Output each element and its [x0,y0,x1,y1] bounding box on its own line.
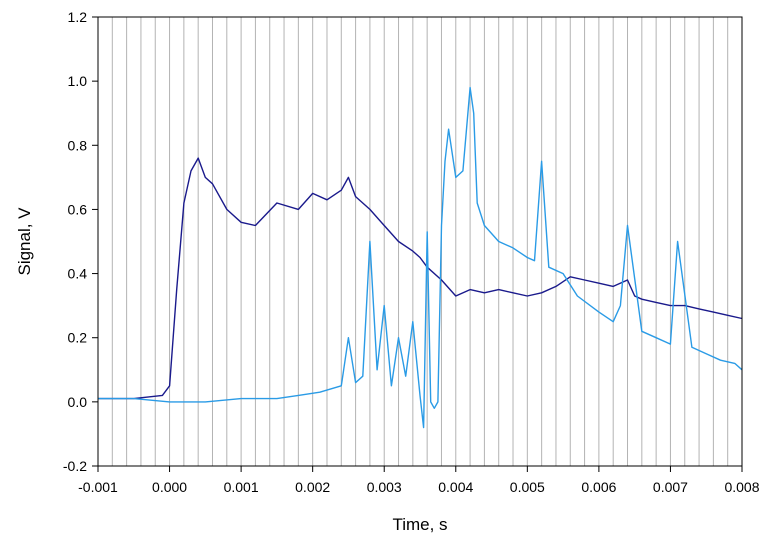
x-axis: -0.001 0.000 0.001 0.002 0.003 0.004 0.005 0.00… [78,466,760,495]
plot-area-frame [97,16,743,467]
y-tick-label: 0.0 [68,394,88,410]
y-tick-label: -0.2 [63,458,87,474]
series-line-1 [98,157,743,400]
y-tick-label: 0.6 [68,201,88,217]
x-tick-label: -0.001 [78,479,118,495]
y-axis-title: Signal, V [15,207,34,276]
x-tick-label: 0.004 [438,479,473,495]
y-tick-label: 0.8 [68,137,88,153]
x-tick-label: 0.008 [724,479,759,495]
y-tick-label: 1.2 [68,9,88,25]
x-tick-label: 0.007 [653,479,688,495]
y-tick-label: 0.2 [68,330,88,346]
y-axis: -0.2 0.0 0.2 0.4 0.6 0.8 1.0 1.2 [63,9,98,474]
vertical-gridlines [111,17,729,466]
series-line-2 [98,86,743,429]
x-tick-label: 0.001 [224,479,259,495]
series-layer [98,86,743,429]
y-tick-label: 0.4 [68,266,88,282]
y-tick-label: 1.0 [68,73,88,89]
x-tick-label: 0.003 [367,479,402,495]
x-tick-label: 0.000 [152,479,187,495]
x-tick-label: 0.002 [295,479,330,495]
x-tick-label: 0.005 [510,479,545,495]
x-axis-title: Time, s [392,515,447,534]
x-tick-label: 0.006 [581,479,616,495]
